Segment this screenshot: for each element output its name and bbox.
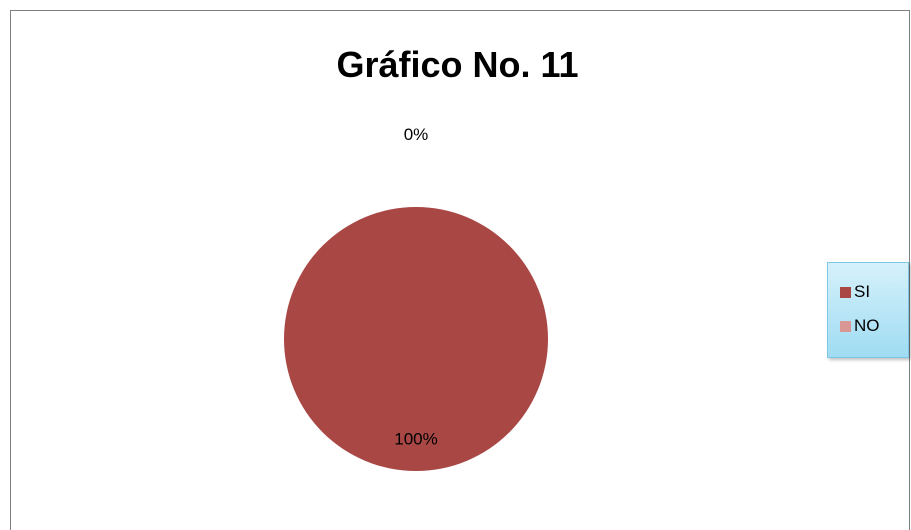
legend-label-si: SI bbox=[854, 282, 871, 301]
pie-chart: 100% 0% bbox=[284, 125, 548, 471]
legend-label-no: NO bbox=[854, 316, 880, 335]
legend-swatch-si bbox=[840, 286, 851, 298]
data-label-si: 100% bbox=[394, 430, 437, 449]
pie-slice-si bbox=[284, 207, 548, 471]
pie-slices bbox=[284, 207, 548, 471]
legend-swatch-no bbox=[840, 320, 851, 332]
chart-title: Gráfico No. 11 bbox=[336, 44, 579, 85]
legend-item-si: SI bbox=[840, 275, 908, 309]
legend: SI NO bbox=[827, 262, 909, 358]
legend-item-no: NO bbox=[840, 309, 908, 343]
data-label-no: 0% bbox=[404, 125, 429, 144]
